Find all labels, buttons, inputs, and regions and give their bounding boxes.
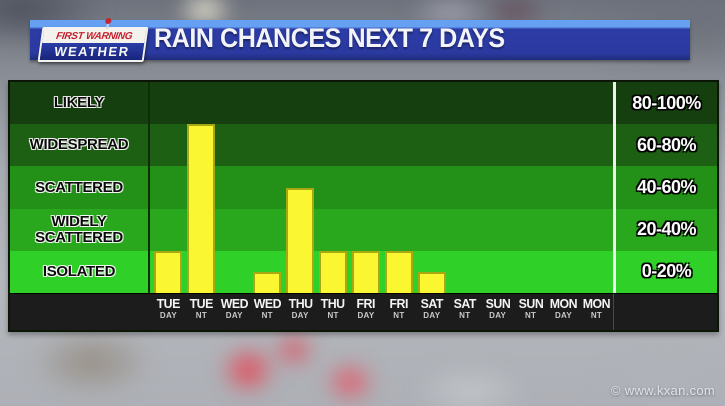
axis-label-thu-nt: THU NT bbox=[317, 294, 350, 330]
band-label-isolated: ISOLATED bbox=[42, 263, 116, 281]
axis-period-text: DAY bbox=[489, 311, 507, 321]
rain-chance-chart: LIKELY 80-100% WIDESPREAD 60-80% SCATTER… bbox=[8, 80, 719, 332]
band-range-80-100: 80-100% bbox=[632, 92, 701, 113]
axis-period-text: DAY bbox=[159, 311, 177, 321]
axis-day-text: SAT bbox=[453, 296, 477, 311]
bar-tue-day bbox=[154, 250, 183, 293]
axis-day-text: THU bbox=[321, 296, 346, 311]
axis-label-tue-day: TUE DAY bbox=[152, 294, 185, 330]
axis-day-text: SUN bbox=[485, 296, 511, 311]
axis-label-thu-day: THU DAY bbox=[284, 294, 317, 330]
axis-day-text: SUN bbox=[518, 296, 543, 311]
axis-day-text: FRI bbox=[356, 296, 376, 311]
axis-label-wed-day: WED DAY bbox=[218, 294, 251, 330]
band-scattered: SCATTERED 40-60% bbox=[10, 166, 717, 209]
bar-thu-nt bbox=[319, 250, 348, 293]
axis-day-text: MON bbox=[582, 296, 611, 311]
antenna-icon bbox=[106, 22, 110, 29]
axis-day-text: MON bbox=[549, 296, 578, 311]
bar-fri-nt bbox=[384, 250, 413, 293]
band-range-0-20: 0-20% bbox=[641, 261, 692, 282]
band-likely: LIKELY 80-100% bbox=[10, 82, 717, 125]
axis-period-text: NT bbox=[261, 311, 273, 321]
band-label-likely: LIKELY bbox=[53, 94, 105, 112]
band-range-40-60: 40-60% bbox=[636, 177, 697, 197]
band-widespread: WIDESPREAD 60-80% bbox=[10, 124, 717, 167]
x-axis: TUE DAY TUE NT WED DAY WED NT THU DAY THU NT FRI DAY F… bbox=[10, 293, 717, 330]
axis-label-fri-nt: FRI NT bbox=[382, 294, 415, 330]
x-axis-labels: TUE DAY TUE NT WED DAY WED NT THU DAY THU NT FRI DAY F… bbox=[152, 294, 613, 330]
axis-period-text: DAY bbox=[423, 311, 441, 321]
chart-bands-area: LIKELY 80-100% WIDESPREAD 60-80% SCATTER… bbox=[10, 82, 717, 294]
axis-period-text: NT bbox=[524, 311, 537, 321]
axis-label-mon-day: MON DAY bbox=[547, 294, 580, 330]
bar-thu-day bbox=[286, 187, 315, 293]
logo-line1: FIRST WARNING bbox=[42, 29, 147, 43]
band-label-scattered: SCATTERED bbox=[35, 178, 123, 196]
bar-wed-nt bbox=[253, 271, 282, 293]
axis-day-text: SAT bbox=[420, 296, 444, 311]
bar-tue-nt bbox=[187, 124, 216, 293]
axis-period-text: NT bbox=[195, 311, 208, 321]
logo-line2: WEATHER bbox=[39, 43, 145, 60]
axis-right-divider bbox=[613, 294, 614, 330]
axis-label-wed-nt: WED NT bbox=[251, 294, 284, 330]
axis-day-text: WED bbox=[253, 296, 282, 311]
first-warning-weather-logo: FIRST WARNING WEATHER bbox=[37, 22, 149, 62]
axis-day-text: THU bbox=[288, 296, 313, 311]
band-range-20-40: 20-40% bbox=[636, 219, 697, 240]
bars-layer bbox=[152, 82, 613, 293]
band-range-60-80: 60-80% bbox=[636, 134, 697, 155]
axis-label-sun-day: SUN DAY bbox=[481, 294, 514, 330]
axis-period-text: DAY bbox=[291, 311, 309, 321]
band-label-widely-scattered: WIDELY SCATTERED bbox=[35, 212, 123, 246]
band-label-widespread: WIDESPREAD bbox=[29, 136, 129, 154]
axis-label-mon-nt: MON NT bbox=[580, 294, 613, 330]
bar-fri-day bbox=[352, 250, 381, 293]
axis-label-sat-nt: SAT NT bbox=[448, 294, 481, 330]
axis-period-text: DAY bbox=[554, 311, 573, 321]
axis-label-fri-day: FRI DAY bbox=[350, 294, 383, 330]
axis-day-text: TUE bbox=[189, 296, 214, 311]
axis-period-text: NT bbox=[327, 311, 339, 321]
axis-period-text: DAY bbox=[357, 311, 375, 321]
bar-sat-day bbox=[417, 271, 446, 293]
axis-day-text: TUE bbox=[156, 296, 181, 311]
axis-day-text: FRI bbox=[389, 296, 409, 311]
axis-label-tue-nt: TUE NT bbox=[185, 294, 218, 330]
band-widely-scattered: WIDELY SCATTERED 20-40% bbox=[10, 208, 717, 251]
axis-day-text: WED bbox=[220, 296, 249, 311]
axis-period-text: DAY bbox=[225, 311, 243, 321]
axis-label-sat-day: SAT DAY bbox=[415, 294, 448, 330]
axis-period-text: NT bbox=[393, 311, 405, 321]
axis-label-sun-nt: SUN NT bbox=[514, 294, 547, 330]
page-title: RAIN CHANCES NEXT 7 DAYS bbox=[154, 23, 505, 53]
title-banner: FIRST WARNING WEATHER RAIN CHANCES NEXT … bbox=[30, 20, 690, 62]
axis-period-text: NT bbox=[459, 311, 471, 321]
kxan-watermark: © www.kxan.com bbox=[610, 383, 715, 398]
axis-period-text: NT bbox=[590, 311, 603, 321]
